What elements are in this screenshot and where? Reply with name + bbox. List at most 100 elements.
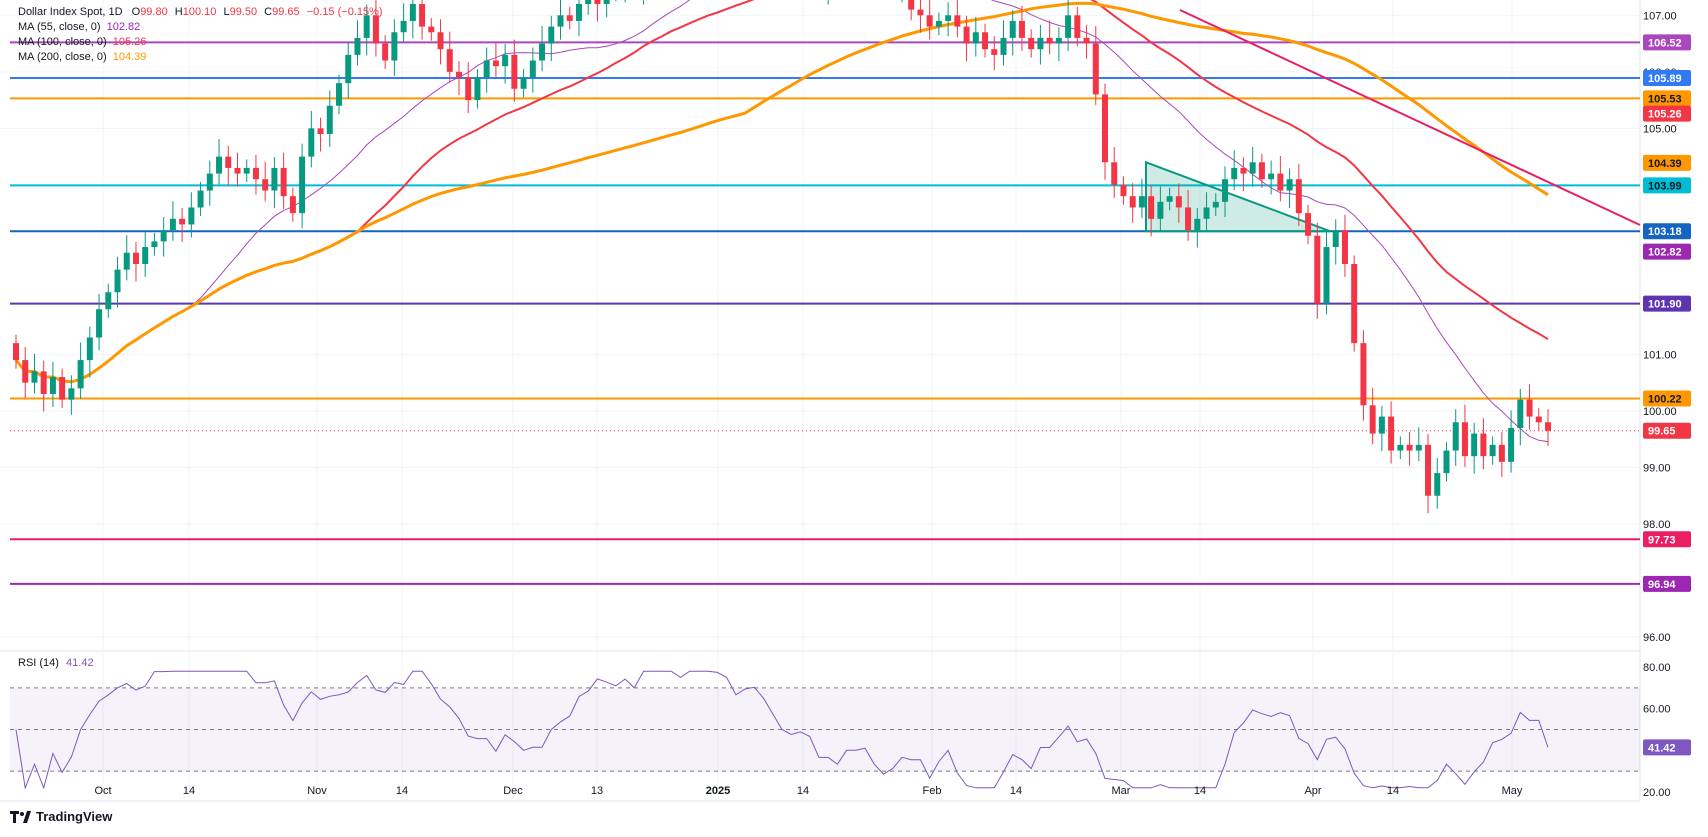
- candle: [1545, 409, 1551, 446]
- candle-body: [1295, 179, 1302, 214]
- candle: [1074, 6, 1081, 47]
- ma55-value: 102.82: [106, 21, 141, 33]
- candle: [926, 0, 933, 40]
- candle-body: [31, 371, 38, 383]
- candle-body: [954, 15, 961, 27]
- candle: [372, 0, 379, 57]
- candle: [954, 0, 961, 38]
- candle: [22, 347, 29, 398]
- rsi-tag: 41.42: [1643, 739, 1691, 756]
- candle: [1286, 168, 1293, 209]
- candle: [1249, 147, 1256, 187]
- ma200-value: 104.39: [112, 51, 147, 63]
- candle-body: [603, 0, 610, 4]
- candle-body: [1028, 37, 1035, 50]
- candle-body: [280, 167, 287, 197]
- rsi-legend: RSI (14) 41.42: [18, 657, 94, 669]
- tradingview-logo[interactable]: TradingView: [10, 809, 112, 824]
- time-axis[interactable]: Oct 14 Nov 14 Dec 13 2025 14 Feb 14 Mar 14 Apr 14 May: [94, 785, 1522, 797]
- price-tag-label: 96.94: [1648, 579, 1676, 591]
- candle: [437, 19, 444, 65]
- candle: [40, 360, 47, 412]
- candle: [1369, 387, 1376, 445]
- candle-body: [206, 173, 213, 191]
- close-value: 99.65: [272, 6, 300, 18]
- candle: [216, 139, 223, 185]
- price-tag-bg: [1643, 531, 1691, 548]
- candle: [243, 159, 250, 183]
- candle-body: [252, 167, 259, 180]
- candle: [96, 293, 103, 351]
- candle: [1185, 189, 1192, 241]
- candle: [59, 368, 66, 409]
- candle: [1526, 384, 1533, 430]
- time-tick-label: 2025: [706, 785, 730, 797]
- candle: [1489, 436, 1496, 465]
- rsi-value: 41.42: [66, 657, 94, 669]
- candle-body: [1194, 218, 1201, 231]
- candle-body: [1498, 444, 1505, 462]
- candle-body: [1212, 201, 1219, 208]
- candle-body: [1258, 162, 1265, 180]
- candle: [1351, 255, 1358, 352]
- candle-body: [972, 32, 979, 44]
- candle: [206, 160, 213, 206]
- candle: [1203, 192, 1210, 232]
- candle-body: [1434, 473, 1441, 496]
- rsi-tick-label: 20.00: [1643, 787, 1671, 799]
- candle-body: [317, 128, 324, 134]
- candle-body: [982, 32, 989, 50]
- time-tick-label: 13: [591, 785, 603, 797]
- open-value: 99.80: [140, 6, 168, 18]
- ma200-label: MA (200, close, 0): [18, 51, 107, 63]
- candle: [169, 201, 176, 241]
- candle-body: [1545, 422, 1551, 431]
- trend-lines: [1179, 9, 1641, 226]
- candle: [336, 74, 343, 115]
- candle: [1157, 186, 1164, 232]
- candle-body: [243, 167, 250, 174]
- candle-body: [1055, 37, 1062, 44]
- price-tag-bg: [1643, 90, 1691, 107]
- time-tick-label: Mar: [1112, 785, 1131, 797]
- price-tag-bg: [1643, 223, 1691, 240]
- candle: [188, 192, 195, 238]
- candle-body: [363, 15, 370, 38]
- candle-body: [1406, 444, 1413, 451]
- candle: [1378, 405, 1385, 452]
- price-tag: 105.26: [1643, 105, 1691, 122]
- candle-body: [409, 4, 416, 21]
- candle: [1535, 408, 1542, 431]
- price-tick-label: 99.00: [1643, 462, 1671, 474]
- downtrend-line: [1179, 9, 1641, 226]
- candle: [603, 0, 610, 17]
- candle-body: [308, 128, 315, 157]
- candle: [1517, 388, 1524, 446]
- candle-body: [1203, 207, 1210, 219]
- candle: [1083, 24, 1090, 59]
- candle-body: [289, 196, 296, 214]
- candle-body: [326, 105, 333, 134]
- candle: [963, 15, 970, 62]
- candle: [1461, 404, 1468, 467]
- candle-body: [566, 15, 573, 21]
- time-tick-label: 14: [1194, 785, 1206, 797]
- candle: [585, 0, 592, 15]
- candle-body: [1249, 162, 1256, 174]
- candle: [539, 26, 546, 72]
- candle: [400, 3, 407, 43]
- candle-body: [437, 32, 444, 50]
- candle: [529, 47, 536, 93]
- price-tag-label: 105.53: [1648, 93, 1682, 105]
- candle: [1425, 434, 1432, 514]
- candle-body: [539, 43, 546, 61]
- candle: [271, 157, 278, 209]
- candle: [262, 161, 269, 202]
- candle-body: [1341, 230, 1348, 264]
- time-tick-label: 14: [1387, 785, 1399, 797]
- candle-body: [1009, 20, 1016, 38]
- candle-body: [1166, 196, 1173, 202]
- candle: [326, 90, 333, 147]
- candle-body: [1323, 247, 1330, 304]
